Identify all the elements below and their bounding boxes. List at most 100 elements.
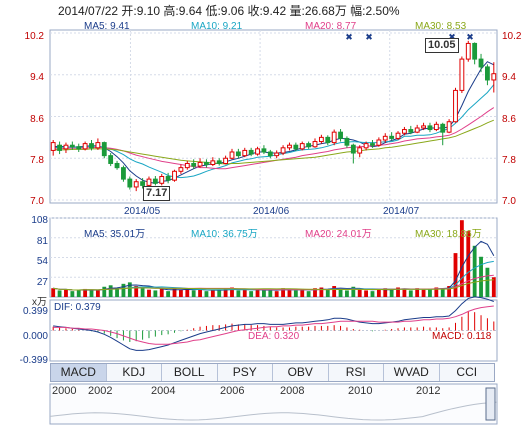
candle-body [401,129,407,134]
timeline-year: 2004 [151,385,176,397]
tab-rsi[interactable]: RSI [328,364,384,381]
volume-ma-line [53,279,494,291]
volume-bar [421,289,426,297]
candle-body [184,162,190,169]
tab-boll[interactable]: BOLL [162,364,218,381]
price-panel-frame [49,29,498,204]
volume-bar [198,289,202,297]
macd-ytick: -0.399 [19,355,48,366]
timeline-year: 2008 [280,385,305,397]
volume-bar [364,290,369,297]
volume-bar [51,288,56,297]
candle-body [235,151,241,157]
volume-bar [274,291,279,297]
candle-body [210,160,216,166]
volume-bar [389,289,394,297]
candle-body [318,136,324,143]
vol-ma30-label: MA30: 18.86万 [415,229,482,240]
volume-bar [453,253,458,297]
timeline-year: 2012 [416,385,441,397]
ma10-label: MA10: 9.21 [191,21,243,32]
volume-bar [447,286,452,297]
timeline-sparkline [49,401,498,421]
candle-body [127,178,133,188]
candle-body [261,148,267,153]
volume-bar [166,291,171,297]
tab-wvad[interactable]: WVAD [384,364,440,381]
candle-body [267,151,273,157]
tab-cci[interactable]: CCI [439,364,494,381]
candle-body [459,58,465,91]
candle-body [491,73,497,81]
price-ytick-left: 9.4 [30,72,44,83]
price-ytick-right: 9.4 [502,72,516,83]
volume-bar [64,289,68,297]
ma-line-ma5 [53,61,495,184]
volume-bar [491,277,496,297]
volume-bar [351,286,356,297]
candle-body [172,170,177,181]
volume-bar [147,289,151,297]
candle-body [382,135,388,141]
price-ytick-left: 10.2 [24,31,44,42]
ma-line-ma10 [53,84,495,179]
volume-bar [178,289,183,297]
tab-psy[interactable]: PSY [217,364,273,381]
dif-label: DIF: 0.379 [54,302,101,313]
volume-bar [255,288,260,297]
tab-kdj[interactable]: KDJ [106,364,162,381]
candle-body [446,121,452,133]
volume-bar [370,291,375,297]
price-xtick: 2014/07 [383,206,420,217]
vol-unit-label: x万 [32,297,47,308]
candle-body [178,167,184,172]
low-price-tag: 7.17 [143,186,171,201]
vol-ma5-label: MA5: 35.01万 [84,229,146,240]
candle-body [255,148,260,155]
event-marker-icon: ✖ [345,32,353,42]
ma-line-ma30 [53,119,494,165]
volume-bar [313,288,317,297]
volume-bar [172,288,177,297]
candle-body [485,66,490,81]
volume-bar [127,282,132,297]
volume-bar [121,283,126,297]
volume-bar [223,288,228,297]
price-ytick-right: 10.2 [502,31,522,42]
price-ytick-left: 7.8 [30,155,44,166]
candle-body [159,176,165,184]
candle-body [344,137,350,146]
candle-body [121,167,126,180]
candle-body [76,146,82,150]
candle-body [152,178,158,184]
volume-bar [293,290,298,297]
history-timeline[interactable]: 2000 2002 2004 2006 2008 2010 2012 [48,384,498,422]
candle-body [50,142,56,151]
volume-bar [236,290,241,297]
dif-line [53,296,494,351]
candle-body [223,157,229,164]
volume-bar [325,289,330,297]
volume-bar [459,220,464,297]
tab-obv[interactable]: OBV [273,364,329,381]
tab-macd[interactable]: MACD [51,364,107,381]
candle-body [350,144,356,154]
volume-bar [332,286,337,297]
volume-bar [338,288,343,297]
candle-body [472,42,478,60]
volume-bar [185,288,190,297]
quote-header: 2014/07/22 开:9.10 高:9.64 低:9.06 收:9.42 量… [58,4,400,18]
candle-body [389,135,395,139]
vol-ma10-label: MA10: 36.75万 [191,229,258,240]
volume-bar [191,290,196,297]
volume-bar [83,288,88,297]
price-ytick-right: 7.0 [502,196,516,207]
candle-body [197,161,203,167]
volume-bar [134,286,139,297]
price-ytick-right: 8.6 [502,114,516,125]
volume-bar [115,287,119,297]
candle-body [421,125,426,129]
volume-bar [485,267,490,297]
candle-body [191,162,197,167]
